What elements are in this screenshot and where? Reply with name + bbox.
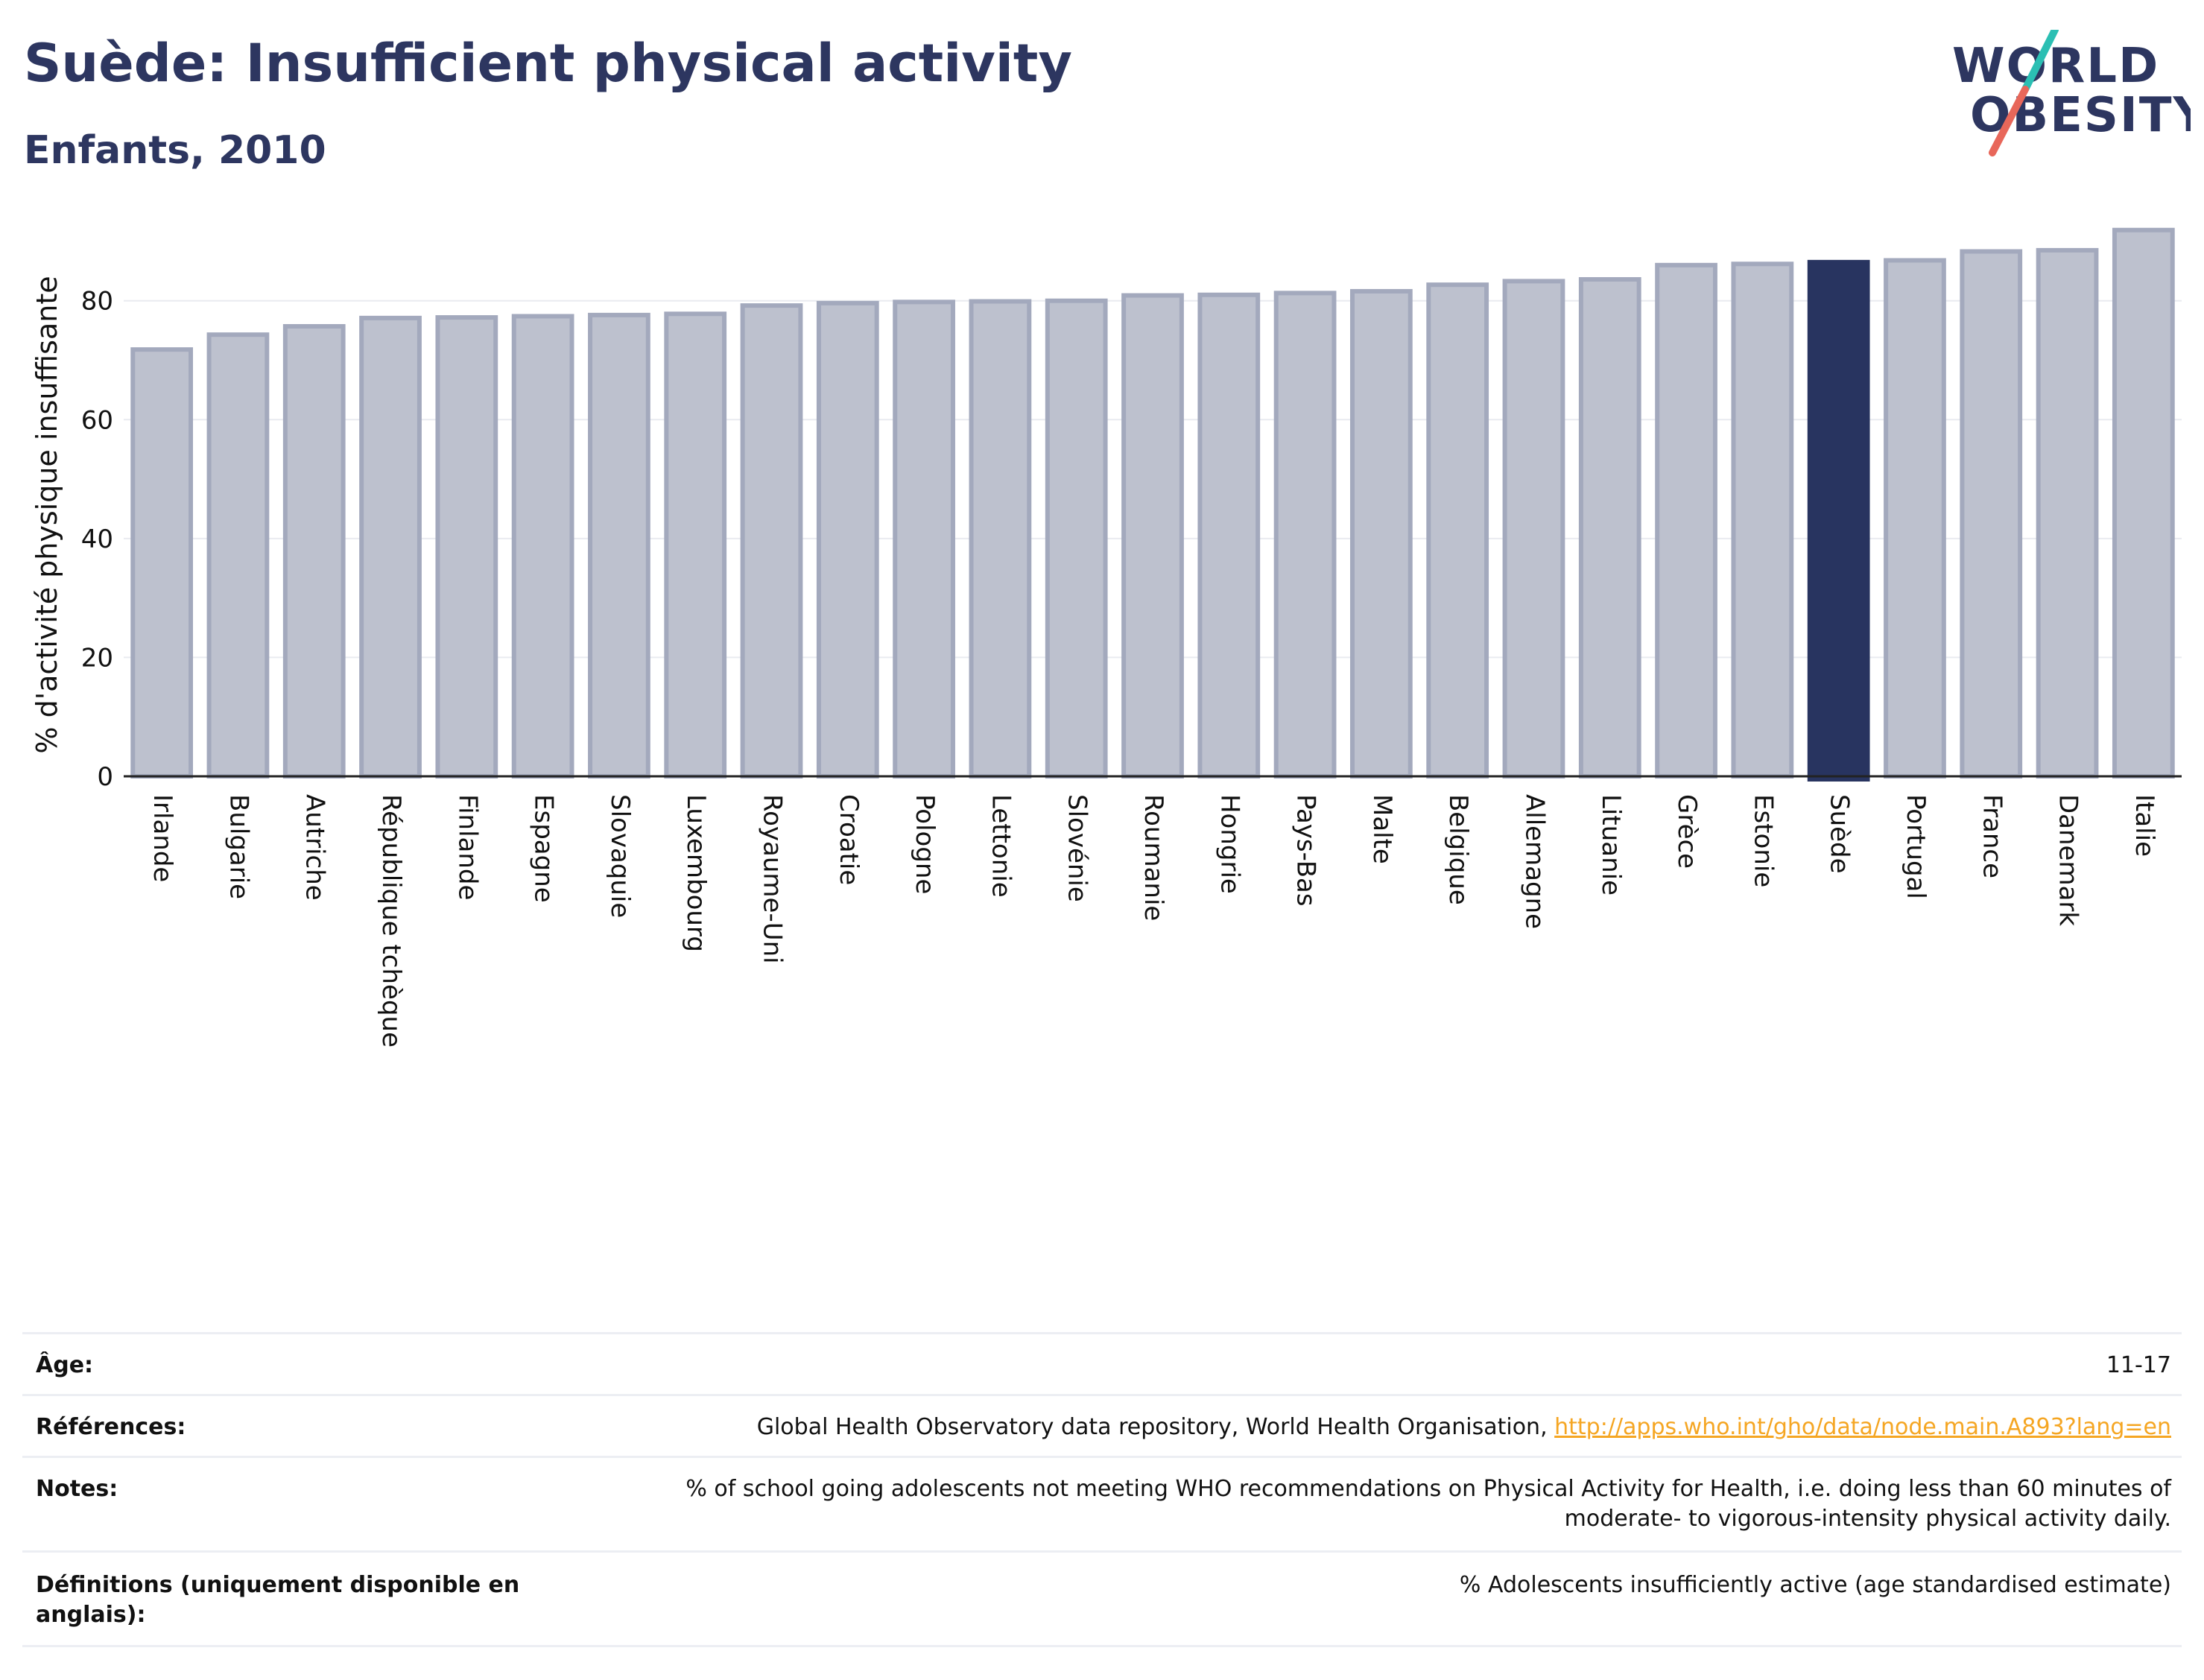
definitions-label: Définitions (uniquement disponible en an… — [36, 1572, 520, 1628]
logo-slash-bottom — [1989, 86, 2029, 156]
x-tick-label: Italie — [2129, 794, 2159, 857]
x-tick-label: Portugal — [1901, 794, 1931, 899]
bar-allemagne[interactable] — [1502, 279, 1565, 779]
references-text: Global Health Observatory data repositor… — [756, 1414, 1555, 1440]
bar-slovaquie[interactable] — [588, 312, 650, 779]
x-tick-label: Lituanie — [1596, 794, 1626, 896]
bar-croatie[interactable] — [816, 300, 879, 779]
x-tick-label: Hongrie — [1215, 794, 1244, 894]
age-value: 11-17 — [2106, 1352, 2171, 1378]
bar-belgique[interactable] — [1426, 282, 1489, 779]
info-row-notes: Notes: % of school going adolescents not… — [22, 1456, 2182, 1550]
x-tick-label: Bulgarie — [224, 794, 253, 899]
x-tick-label: Irlande — [148, 794, 177, 882]
bar-bulgarie[interactable] — [206, 332, 270, 779]
references-link[interactable]: http://apps.who.int/gho/data/node.main.A… — [1554, 1414, 2171, 1440]
logo-line2: OBESITY — [1970, 88, 2191, 143]
bar-chart: 0 20 40 60 80 Irlande Bulgarie Autriche Républi… — [31, 227, 2182, 1047]
x-tick-label: Croatie — [834, 794, 864, 885]
x-tick-label: Royaume-Uni — [758, 794, 788, 964]
age-label: Âge: — [36, 1352, 94, 1378]
x-tick-label: Grèce — [1672, 794, 1702, 869]
bar-italie[interactable] — [2112, 227, 2175, 779]
x-tick-label: Slovénie — [1063, 794, 1092, 902]
references-value: Global Health Observatory data repositor… — [607, 1413, 2171, 1442]
x-tick-labels: Irlande Bulgarie Autriche République tchèqu… — [148, 794, 2159, 1047]
bar-finlande[interactable] — [435, 315, 498, 779]
logo-line1: WORLD — [1952, 39, 2159, 94]
info-row-age: Âge: 11-17 — [22, 1332, 2182, 1394]
bars — [130, 227, 2175, 782]
x-tick-label: Estonie — [1748, 794, 1778, 887]
notes-value: % of school going adolescents not meetin… — [685, 1476, 2171, 1532]
y-tick-label: 80 — [81, 287, 113, 317]
x-tick-label: Danemark — [2053, 794, 2083, 926]
bar-france[interactable] — [1960, 249, 2023, 779]
y-tick-labels: 0 20 40 60 80 — [81, 287, 113, 792]
x-tick-label: Autriche — [300, 794, 330, 901]
definitions-value: % Adolescents insufficiently active (age… — [1459, 1572, 2171, 1598]
bar-portugal[interactable] — [1884, 258, 1946, 779]
bar-république-tchèque[interactable] — [359, 315, 422, 779]
x-tick-label: Malte — [1367, 794, 1397, 864]
bar-estonie[interactable] — [1731, 261, 1794, 779]
y-tick-label: 40 — [81, 524, 113, 554]
bar-hongrie[interactable] — [1197, 292, 1261, 779]
references-label: Références: — [36, 1414, 186, 1440]
info-row-definitions: Définitions (uniquement disponible en an… — [22, 1550, 2182, 1647]
bar-luxembourg[interactable] — [664, 311, 727, 779]
bar-roumanie[interactable] — [1121, 293, 1184, 779]
x-tick-label: République tchèque — [376, 794, 406, 1047]
y-tick-label: 60 — [81, 405, 113, 435]
bar-royaume-uni[interactable] — [740, 303, 803, 779]
y-tick-label: 0 — [97, 762, 113, 792]
bar-lituanie[interactable] — [1578, 276, 1641, 779]
bar-grèce[interactable] — [1655, 262, 1717, 779]
x-tick-label: Espagne — [529, 794, 559, 903]
x-tick-label: Pologne — [910, 794, 940, 894]
x-tick-label: Pays-Bas — [1291, 794, 1321, 907]
x-tick-label: Roumanie — [1139, 794, 1168, 921]
y-tick-label: 20 — [81, 643, 113, 673]
x-tick-label: Slovaquie — [605, 794, 635, 918]
x-tick-label: Finlande — [452, 794, 482, 900]
x-tick-label: France — [1977, 794, 2007, 878]
bar-pays-bas[interactable] — [1273, 291, 1337, 779]
x-tick-label: Belgique — [1443, 794, 1473, 905]
bar-suède[interactable] — [1807, 259, 1870, 782]
info-table: Âge: 11-17 Références: Global Health Obs… — [22, 1332, 2182, 1647]
bar-pologne[interactable] — [893, 299, 955, 779]
bar-slovénie[interactable] — [1045, 298, 1108, 779]
world-obesity-logo: WORLD OBESITY — [1952, 30, 2191, 156]
page-subtitle: Enfants, 2010 — [24, 128, 326, 173]
y-axis-label: % d'activité physique insuffisante — [31, 276, 63, 753]
info-row-references: Références: Global Health Observatory da… — [22, 1394, 2182, 1456]
bar-lettonie[interactable] — [969, 299, 1032, 779]
bar-espagne[interactable] — [511, 314, 574, 779]
bar-danemark[interactable] — [2036, 247, 2099, 779]
page-title: Suède: Insufficient physical activity — [24, 33, 1072, 94]
x-tick-label: Allemagne — [1519, 794, 1549, 929]
logo-slash-top — [2021, 30, 2059, 93]
x-tick-label: Luxembourg — [681, 794, 711, 952]
x-tick-label: Suède — [1825, 794, 1855, 874]
bar-irlande[interactable] — [130, 347, 194, 779]
bar-malte[interactable] — [1350, 288, 1413, 779]
x-tick-label: Lettonie — [986, 794, 1016, 898]
notes-label: Notes: — [36, 1476, 118, 1502]
bar-autriche[interactable] — [282, 324, 346, 779]
